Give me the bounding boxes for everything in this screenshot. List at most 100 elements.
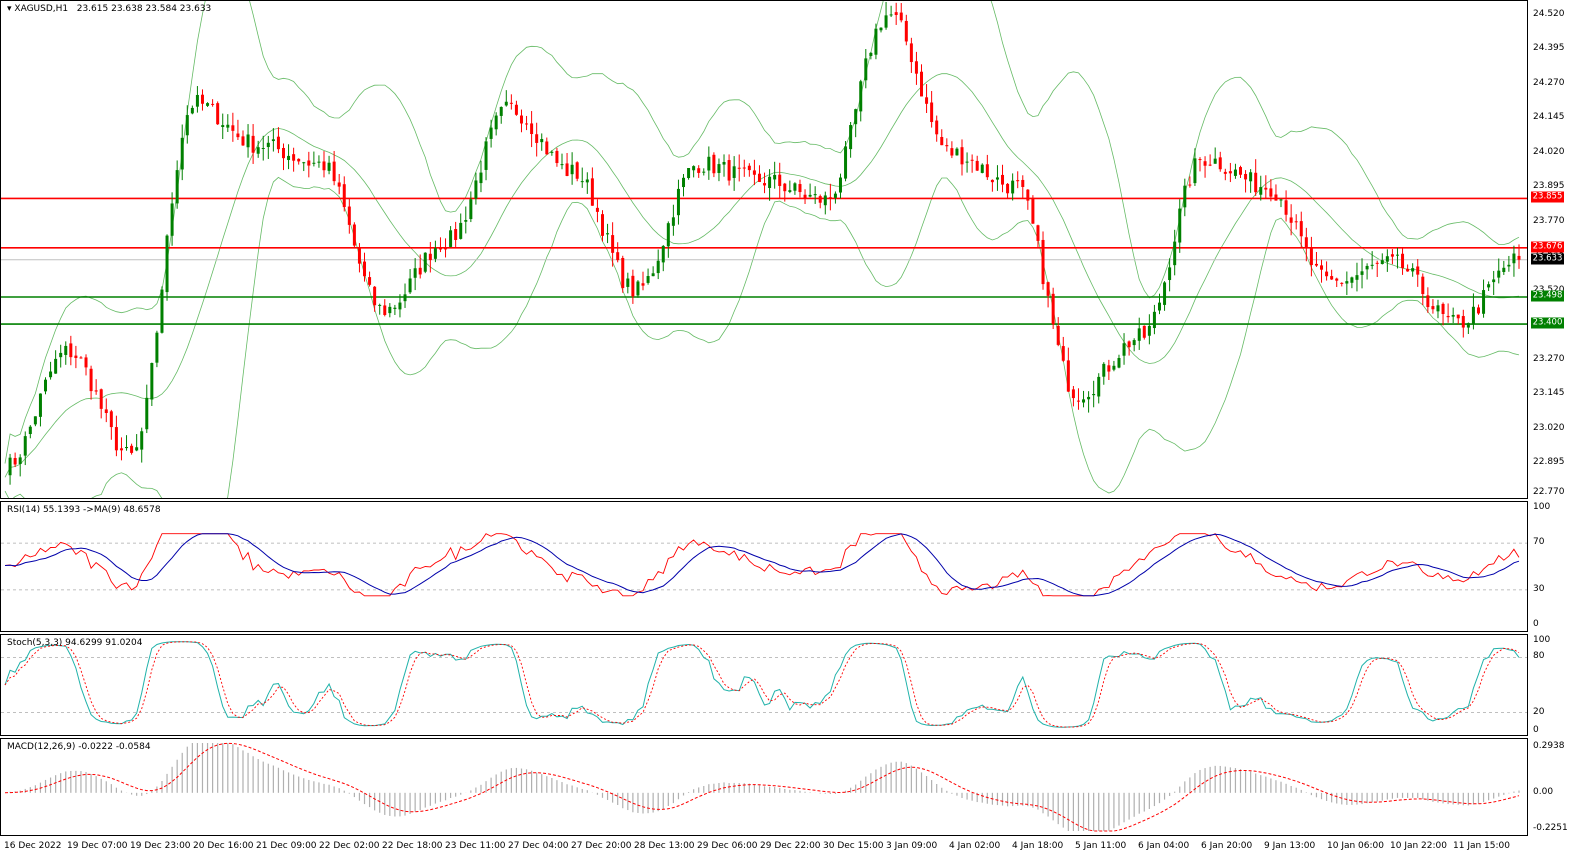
axis-tick-label: 80: [1533, 651, 1545, 662]
candle-body: [641, 283, 645, 286]
candle-body: [352, 224, 356, 246]
time-axis-label: 29 Dec 22:00: [760, 841, 821, 851]
price-pane[interactable]: ▾ XAGUSD,H1 23.615 23.638 23.584 23.633: [0, 0, 1528, 499]
candle-body: [606, 233, 610, 235]
time-axis-label: 27 Dec 04:00: [508, 841, 569, 851]
candle-body: [1320, 265, 1324, 270]
candle-body: [145, 397, 149, 430]
candle-body: [418, 267, 422, 275]
bollinger-middle: [4, 73, 1520, 478]
candle-body: [236, 133, 240, 138]
candle-body: [33, 416, 37, 425]
macd-signal-line: [4, 742, 1520, 832]
axis-tick-label: 0.2938: [1533, 741, 1565, 751]
macd-axis[interactable]: 0.2938 0.00 -0.2251: [1528, 738, 1587, 836]
stoch-chart-svg: [1, 641, 1527, 728]
candle-body: [575, 162, 579, 179]
axis-tick-label: 0: [1533, 619, 1539, 629]
axis-tick-label: 22.770: [1533, 487, 1565, 497]
candle-body: [1163, 282, 1167, 305]
candle-body: [104, 409, 108, 414]
candle-body: [1406, 268, 1410, 272]
price-level-tag: 23.400: [1531, 317, 1564, 329]
axis-tick-label: 23.145: [1533, 388, 1565, 399]
candle-body: [297, 158, 301, 162]
candle-body: [595, 207, 599, 212]
candle-body: [246, 134, 250, 148]
axis-tick-label: 22.895: [1533, 457, 1565, 468]
candle-body: [281, 147, 285, 159]
candle-body: [1213, 158, 1217, 164]
candle-body: [1249, 172, 1253, 182]
candle-body: [555, 150, 559, 164]
candle-body: [1036, 225, 1040, 241]
candle-body: [1274, 194, 1278, 201]
candle-body: [357, 247, 361, 264]
candle-body: [135, 447, 139, 451]
candle-body: [1411, 268, 1415, 272]
candle-body: [109, 411, 113, 428]
axis-tick-label: 100: [1533, 502, 1551, 512]
candle-body: [1360, 271, 1364, 275]
bollinger-lower: [4, 176, 1520, 498]
candle-body: [226, 124, 230, 128]
candle-body: [611, 235, 615, 253]
candle-body: [44, 379, 48, 392]
rsi-axis[interactable]: 100 70 30 0: [1528, 501, 1587, 632]
candle-body: [783, 183, 787, 192]
candle-body: [342, 184, 346, 208]
candle-body: [530, 123, 534, 135]
candle-body: [752, 170, 756, 175]
candle-body: [165, 235, 169, 293]
candle-body: [626, 278, 630, 287]
candle-body: [449, 230, 453, 247]
candle-body: [747, 165, 751, 171]
candle-body: [600, 214, 604, 236]
candle-body: [484, 141, 488, 170]
candle-body: [1026, 189, 1030, 201]
candle-body: [1051, 293, 1055, 325]
candle-body: [1421, 276, 1425, 295]
axis-tick-label: 24.145: [1533, 112, 1565, 123]
time-axis-label: 10 Jan 06:00: [1327, 841, 1384, 851]
candle-body: [1436, 305, 1440, 312]
candle-body: [692, 166, 696, 171]
macd-pane[interactable]: MACD(12,26,9) -0.0222 -0.0584: [0, 738, 1528, 836]
stoch-axis[interactable]: 100 80 20 0: [1528, 634, 1587, 736]
ohlc-values: 23.615 23.638 23.584 23.633: [76, 4, 212, 14]
time-axis[interactable]: 16 Dec 2022 19 Dec 07:00 19 Dec 23:00 20 De…: [0, 836, 1528, 868]
candle-body: [788, 190, 792, 192]
candle-body: [687, 168, 691, 178]
candle-body: [1259, 187, 1263, 195]
candle-body: [702, 171, 706, 173]
candle-body: [833, 193, 837, 198]
candle-body: [545, 141, 549, 155]
candle-body: [1289, 217, 1293, 223]
candle-body: [332, 161, 336, 182]
candle-body: [950, 148, 954, 156]
time-axis-label: 22 Dec 02:00: [319, 841, 380, 851]
candle-body: [150, 363, 154, 400]
candle-body: [889, 14, 893, 16]
macd-title: MACD(12,26,9) -0.0222 -0.0584: [7, 742, 151, 752]
rsi-pane[interactable]: RSI(14) 55.1393 ->MA(9) 48.6578: [0, 501, 1528, 632]
time-axis-label: 19 Dec 23:00: [130, 841, 191, 851]
stoch-pane[interactable]: Stoch(5,3,3) 94.6299 91.0204: [0, 634, 1528, 736]
candle-body: [1168, 267, 1172, 281]
candle-body: [1183, 185, 1187, 208]
candle-body: [1466, 323, 1470, 328]
candle-body: [636, 281, 640, 296]
candle-body: [778, 174, 782, 186]
candle-body: [1107, 365, 1111, 372]
candle-body: [428, 253, 432, 261]
candle-body: [59, 352, 63, 358]
candle-body: [757, 173, 761, 182]
candle-body: [1390, 254, 1394, 257]
candle-body: [1461, 316, 1465, 328]
candle-body: [1006, 183, 1010, 194]
candle-body: [1198, 159, 1202, 161]
time-axis-label: 10 Jan 22:00: [1390, 841, 1447, 851]
candle-body: [1031, 197, 1035, 224]
time-axis-label: 11 Jan 15:00: [1453, 841, 1510, 851]
collapse-triangle-icon[interactable]: ▾: [7, 4, 12, 14]
